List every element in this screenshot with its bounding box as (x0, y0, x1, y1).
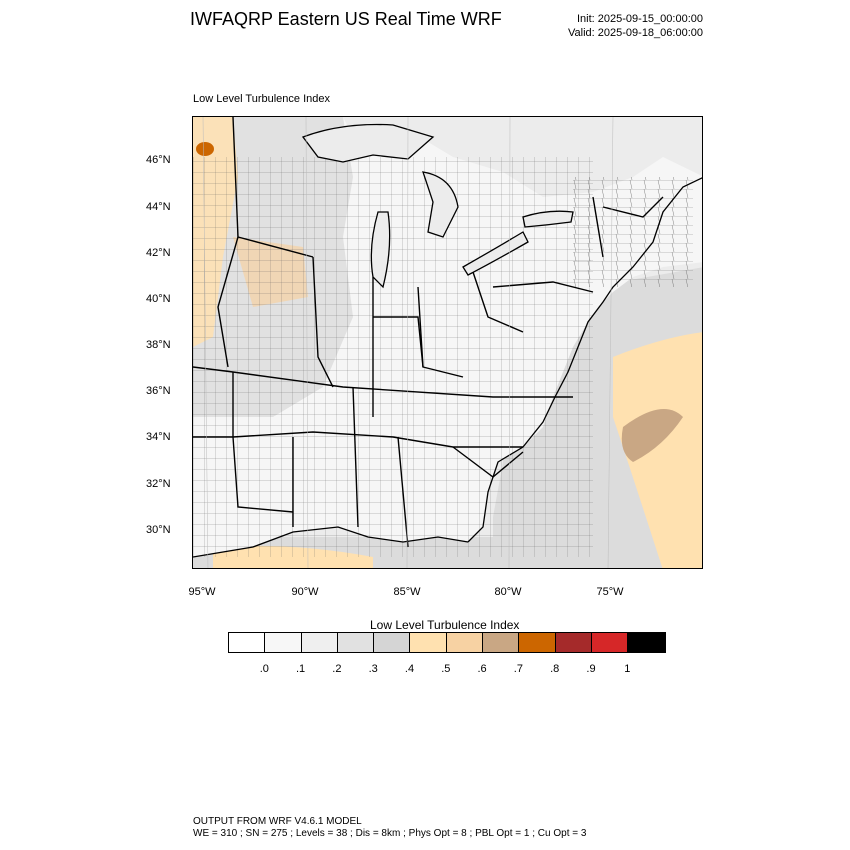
colorbar-tick-label: .6 (477, 663, 487, 675)
lon-label: 90°W (291, 586, 319, 598)
lake-huron (422, 171, 459, 238)
colorbar-tick-label: .9 (586, 663, 596, 675)
colorbar-tick-label: .3 (368, 663, 378, 675)
colorbar-tick-label: .8 (550, 663, 560, 675)
colorbar-tick-label: .0 (259, 663, 269, 675)
colorbar-swatch (265, 633, 302, 652)
colorbar-swatch (301, 633, 338, 652)
lake-erie (462, 231, 529, 276)
colorbar-swatch (555, 633, 592, 652)
lat-label: 42°N (146, 247, 171, 259)
lat-label: 32°N (146, 478, 171, 490)
graticule (202, 117, 614, 568)
colorbar-swatch (229, 633, 266, 652)
lon-label: 75°W (596, 586, 624, 598)
colorbar-swatch (483, 633, 520, 652)
model-config: WE = 310 ; SN = 275 ; Levels = 38 ; Dis … (193, 828, 587, 839)
colorbar-tick-label: .1 (296, 663, 306, 675)
valid-time: Valid: 2025-09-18_06:00:00 (568, 27, 703, 39)
lat-label: 34°N (146, 431, 171, 443)
lake-michigan (370, 211, 391, 289)
model-info: OUTPUT FROM WRF V4.6.1 MODEL (193, 816, 362, 827)
lon-label: 95°W (188, 586, 216, 598)
colorbar-swatch (591, 633, 629, 652)
colorbar-swatch (446, 633, 484, 652)
colorbar-swatch (337, 633, 375, 652)
colorbar-swatch (519, 633, 556, 652)
map-field-label: Low Level Turbulence Index (193, 93, 330, 105)
lon-label: 80°W (494, 586, 522, 598)
init-time: Init: 2025-09-15_00:00:00 (577, 13, 703, 25)
colorbar-tick-label: 1 (624, 663, 631, 675)
colorbar-title: Low Level Turbulence Index (370, 618, 520, 632)
colorbar-tick-label: .5 (441, 663, 451, 675)
colorbar-tick-label: .2 (332, 663, 342, 675)
colorbar-swatch (628, 633, 665, 652)
lat-label: 46°N (146, 154, 171, 166)
colorbar (228, 632, 666, 653)
map-title: IWFAQRP Eastern US Real Time WRF (190, 9, 502, 29)
gulf-coastline (193, 526, 469, 558)
lat-label: 40°N (146, 293, 171, 305)
county-grid-northeast (573, 177, 693, 287)
lat-label: 44°N (146, 201, 171, 213)
lake-superior (301, 123, 435, 163)
colorbar-swatch (410, 633, 447, 652)
atlantic-coastline (467, 177, 702, 543)
turbulence-hotspot (196, 142, 214, 156)
colorbar-tick-label: .7 (513, 663, 523, 675)
lat-label: 38°N (146, 339, 171, 351)
map-panel (192, 116, 703, 569)
map-canvas (193, 117, 702, 568)
lat-label: 30°N (146, 524, 171, 536)
colorbar-swatch (374, 633, 411, 652)
lake-ontario (522, 210, 574, 228)
colorbar-tick-label: .4 (404, 663, 415, 675)
atlantic-turbulence-core (621, 409, 683, 462)
lat-label: 36°N (146, 385, 171, 397)
lon-label: 85°W (393, 586, 421, 598)
atlantic-turbulence-band (613, 332, 702, 568)
